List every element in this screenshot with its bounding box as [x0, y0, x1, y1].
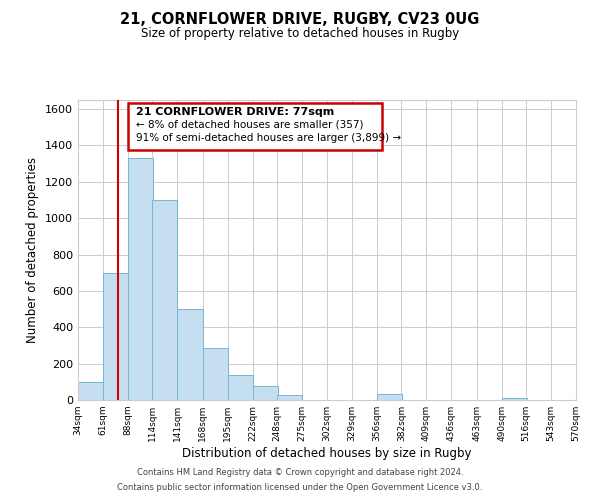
Bar — [203, 348, 227, 400]
X-axis label: Distribution of detached houses by size in Rugby: Distribution of detached houses by size … — [182, 447, 472, 460]
Text: 21 CORNFLOWER DRIVE: 77sqm: 21 CORNFLOWER DRIVE: 77sqm — [136, 106, 334, 117]
Bar — [377, 394, 402, 400]
FancyBboxPatch shape — [128, 103, 382, 150]
Text: 21, CORNFLOWER DRIVE, RUGBY, CV23 0UG: 21, CORNFLOWER DRIVE, RUGBY, CV23 0UG — [121, 12, 479, 28]
Bar — [128, 158, 153, 400]
Bar — [178, 309, 203, 400]
Text: 91% of semi-detached houses are larger (3,899) →: 91% of semi-detached houses are larger (… — [136, 133, 401, 143]
Text: ← 8% of detached houses are smaller (357): ← 8% of detached houses are smaller (357… — [136, 120, 363, 130]
Bar — [502, 398, 527, 400]
Bar — [253, 386, 278, 400]
Bar — [103, 272, 128, 400]
Text: Contains HM Land Registry data © Crown copyright and database right 2024.: Contains HM Land Registry data © Crown c… — [137, 468, 463, 477]
Bar — [227, 374, 253, 400]
Bar — [277, 394, 302, 400]
Y-axis label: Number of detached properties: Number of detached properties — [26, 157, 40, 343]
Text: Size of property relative to detached houses in Rugby: Size of property relative to detached ho… — [141, 28, 459, 40]
Bar — [152, 200, 178, 400]
Text: Contains public sector information licensed under the Open Government Licence v3: Contains public sector information licen… — [118, 483, 482, 492]
Bar — [78, 382, 103, 400]
